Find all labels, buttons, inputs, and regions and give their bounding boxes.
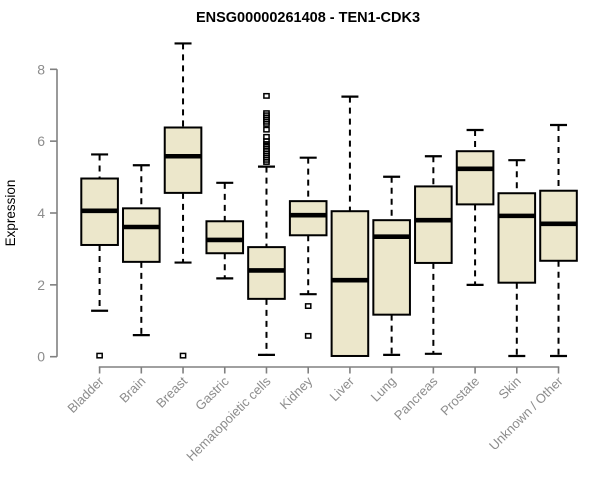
box-prostate [455, 128, 495, 286]
iqr-box [205, 220, 245, 255]
box-breast [163, 42, 203, 359]
iqr-box [288, 200, 328, 237]
box-hematopoietic-cells [247, 92, 286, 357]
x-tick-label: Pancreas [391, 373, 441, 423]
box-lung [372, 175, 411, 357]
axes: 0 2 4 6 8 [37, 61, 560, 374]
y-tick-label: 0 [37, 349, 45, 365]
x-tick-label: Kidney [277, 373, 316, 412]
x-tick-label: Prostate [437, 374, 482, 419]
box-bladder [80, 153, 119, 359]
box-skin [497, 159, 537, 358]
box-gastric [205, 181, 245, 280]
y-tick-label: 8 [37, 61, 45, 77]
iqr-box [330, 210, 370, 357]
iqr-box [122, 207, 161, 263]
iqr-box [247, 246, 286, 300]
chart-title: ENSG00000261408 - TEN1-CDK3 [196, 10, 420, 26]
iqr-box [163, 126, 203, 194]
y-tick-label: 4 [37, 205, 45, 221]
outlier-point [263, 110, 270, 117]
x-tick-label: Gastric [192, 373, 232, 413]
x-tick-label: Brain [116, 374, 148, 406]
box-unknown-other [539, 123, 578, 358]
iqr-box [414, 185, 453, 264]
y-tick-label: 2 [37, 277, 45, 293]
outlier-point [263, 133, 270, 140]
outlier-point [304, 303, 312, 309]
iqr-box [497, 192, 537, 284]
box-series [80, 42, 578, 359]
outlier-point [263, 126, 270, 133]
box-pancreas [414, 155, 453, 355]
iqr-box [372, 219, 411, 316]
y-axis-label: Expression [3, 180, 18, 247]
x-tick-label: Breast [153, 373, 190, 410]
outlier-point [96, 352, 103, 359]
x-tick-label: Liver [327, 373, 358, 404]
box-kidney [288, 156, 328, 339]
outlier-point [179, 352, 187, 359]
x-tick-label: Lung [368, 374, 399, 405]
outlier-point [263, 92, 270, 99]
y-tick-label: 6 [37, 133, 45, 149]
box-brain [122, 164, 161, 337]
x-tick-label: Bladder [64, 373, 107, 416]
outlier-point [304, 332, 312, 339]
x-tick-label: Skin [495, 374, 523, 402]
iqr-box [455, 150, 495, 206]
box-liver [330, 95, 370, 357]
x-tick-label: Unknown / Other [486, 373, 566, 453]
